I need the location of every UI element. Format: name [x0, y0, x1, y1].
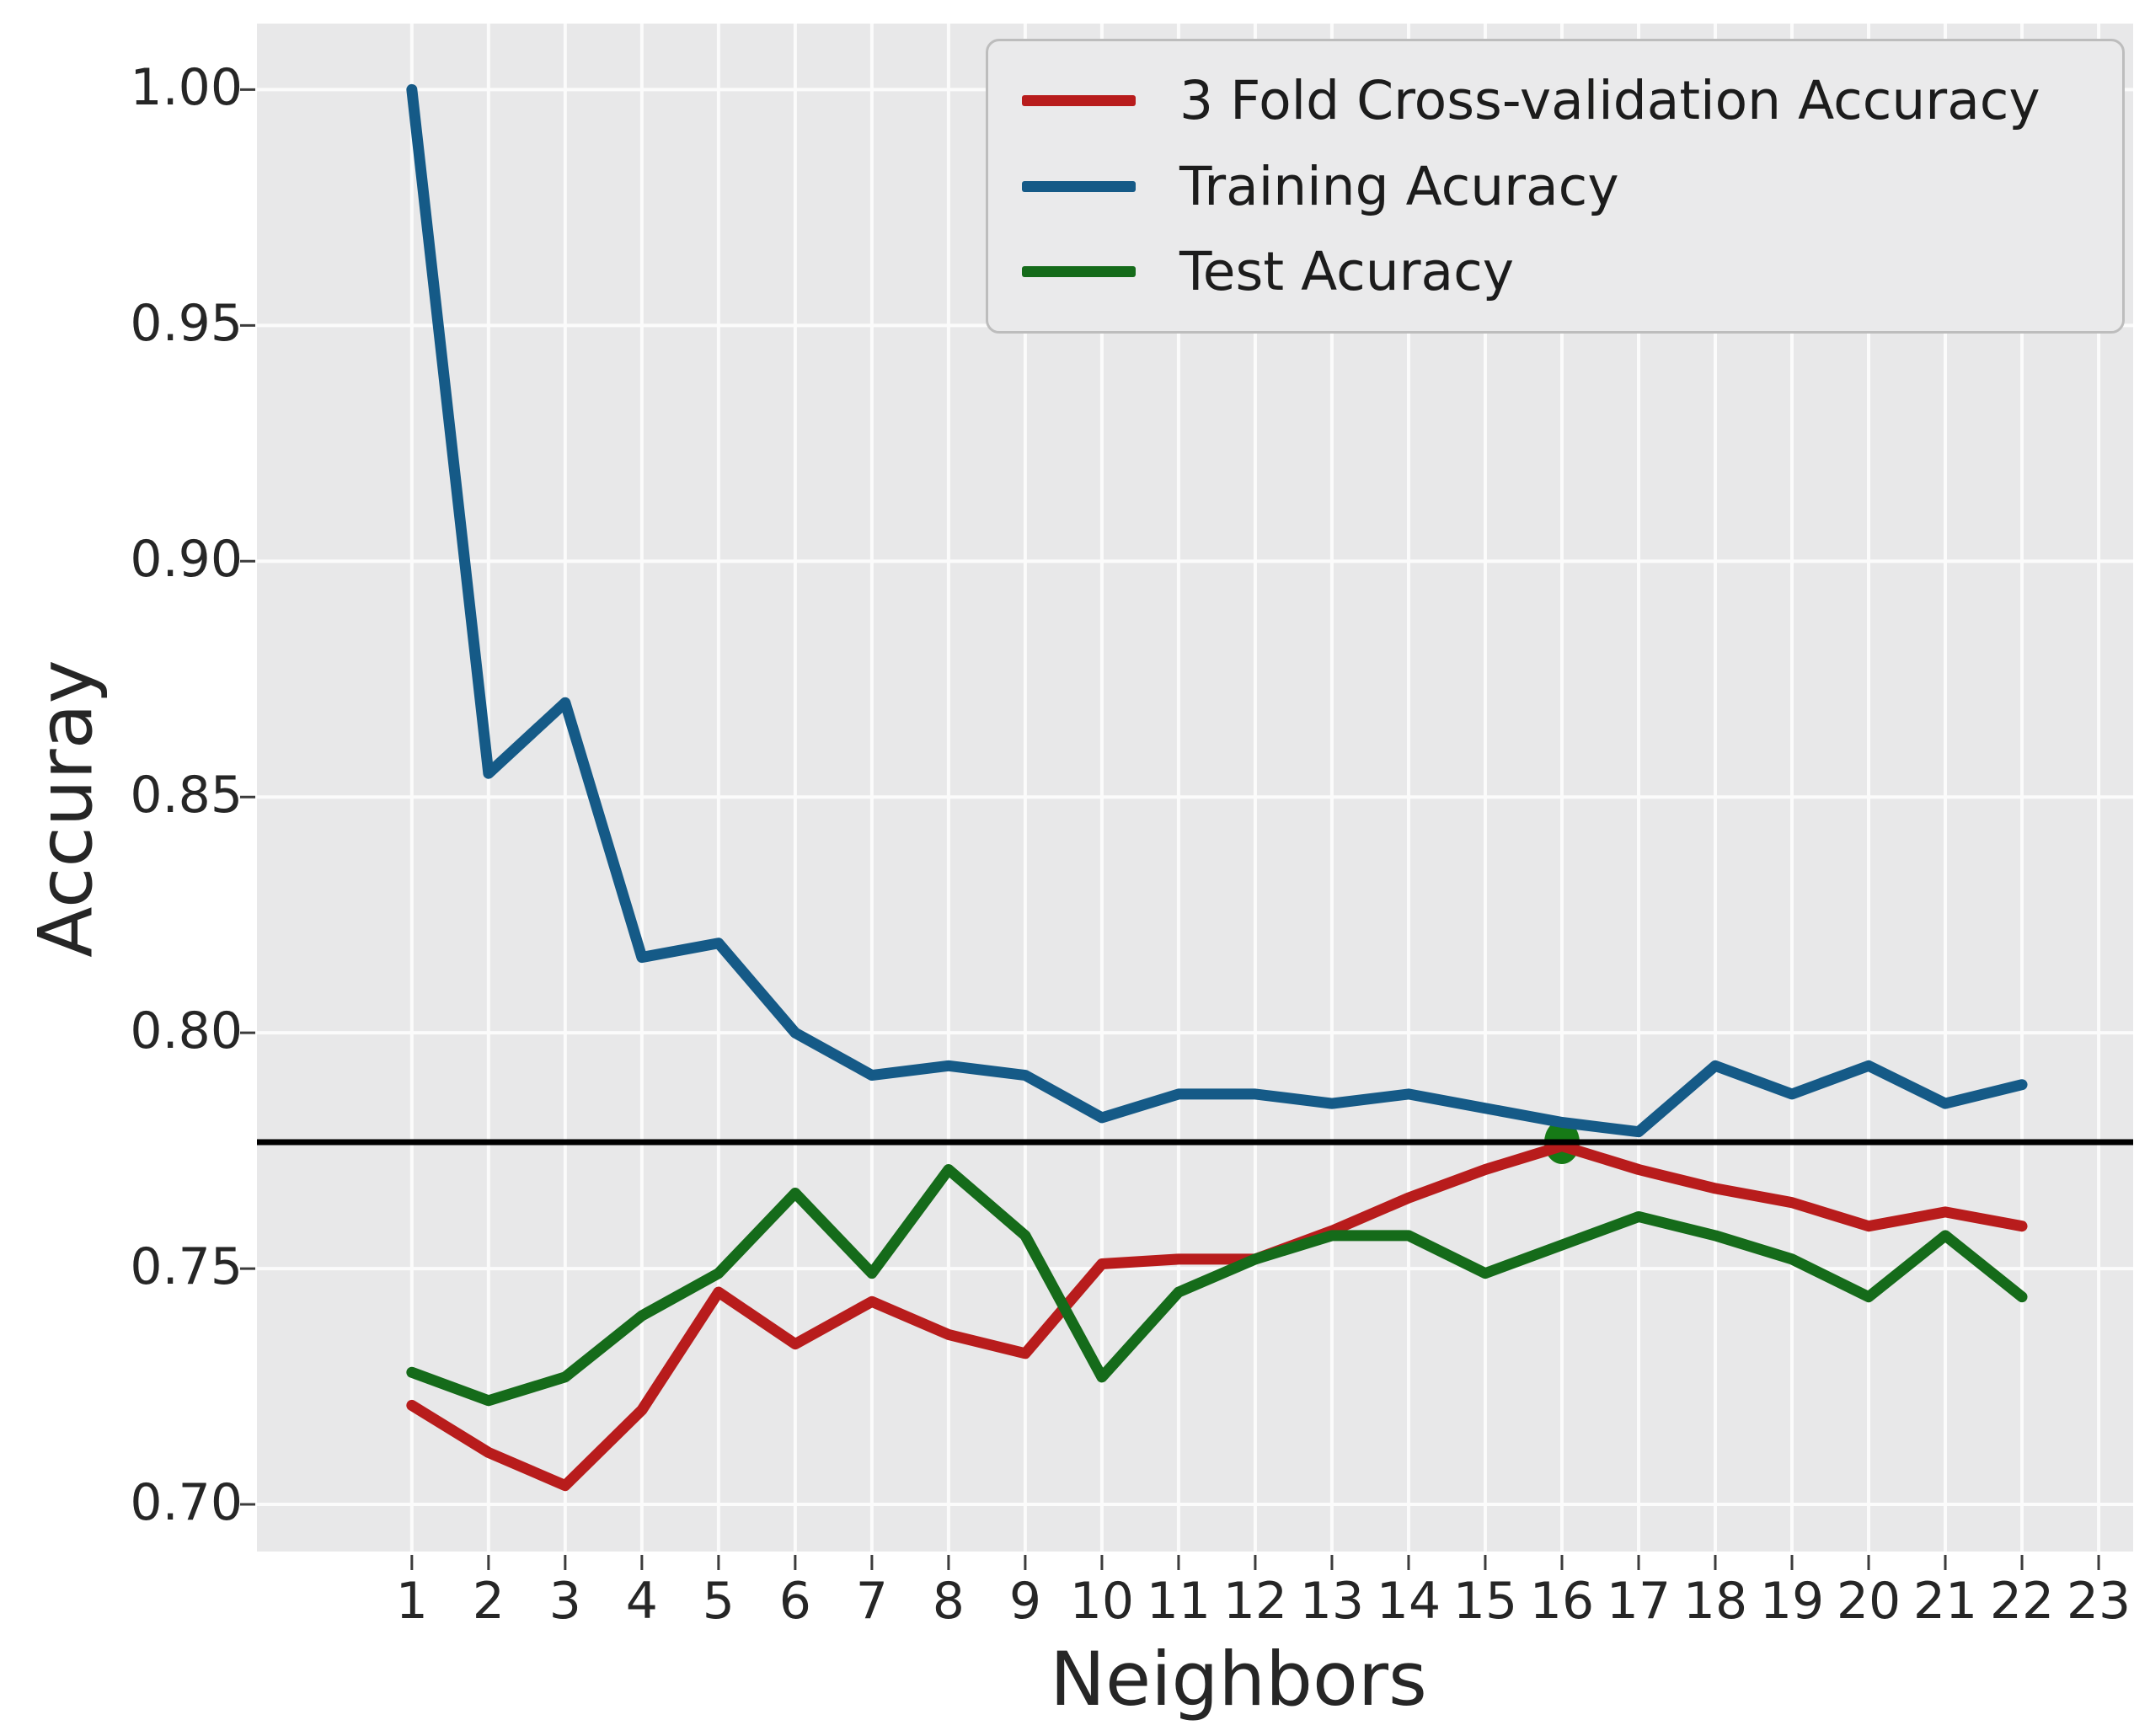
x-tick-label: 15 [1452, 1572, 1518, 1631]
legend-swatch [1022, 265, 1136, 277]
y-tick-label: 0.80 [130, 1002, 243, 1061]
legend-label: Training Acuracy [1179, 155, 1619, 217]
x-tick-label: 12 [1222, 1572, 1288, 1631]
x-axis-title: Neighbors [1050, 1636, 1427, 1723]
legend-swatch [1022, 180, 1136, 192]
legend-label: Test Acuracy [1179, 240, 1515, 302]
y-tick-label: 0.95 [130, 294, 243, 354]
y-tick-label: 0.70 [130, 1473, 243, 1532]
x-tick-label: 21 [1912, 1572, 1978, 1631]
x-tick-label: 2 [472, 1572, 505, 1631]
x-tick-label: 5 [702, 1572, 735, 1631]
x-tick-label: 9 [1008, 1572, 1041, 1631]
x-tick-label: 17 [1606, 1572, 1671, 1631]
x-tick-label: 1 [395, 1572, 428, 1631]
y-tick-label: 0.85 [130, 766, 243, 825]
legend: 3 Fold Cross-validation Accuracy Training… [986, 39, 2125, 334]
x-tick-label: 16 [1529, 1572, 1595, 1631]
test-accuracy-line [406, 1164, 2028, 1407]
x-tick-label: 10 [1069, 1572, 1135, 1631]
training-accuracy-line [406, 83, 2028, 1138]
x-tick-label: 14 [1376, 1572, 1441, 1631]
y-tick-label: 0.75 [130, 1237, 243, 1297]
legend-label: 3 Fold Cross-validation Accuracy [1179, 70, 2040, 132]
y-axis-title: Accuray [22, 660, 110, 958]
x-tick-label: 3 [548, 1572, 581, 1631]
x-tick-label: 13 [1299, 1572, 1365, 1631]
x-tick-label: 11 [1146, 1572, 1211, 1631]
legend-item: Training Acuracy [988, 156, 2122, 217]
x-tick-label: 6 [778, 1572, 811, 1631]
x-tick-label: 20 [1836, 1572, 1901, 1631]
tick-marks [240, 88, 2100, 1570]
x-tick-label: 7 [855, 1572, 888, 1631]
y-tick-label: 1.00 [130, 58, 243, 118]
x-tick-label: 22 [1989, 1572, 2055, 1631]
x-tick-label: 23 [2066, 1572, 2131, 1631]
legend-item: Test Acuracy [988, 241, 2122, 302]
cv-accuracy-line [406, 1140, 2028, 1492]
legend-swatch [1022, 95, 1136, 107]
x-tick-label: 4 [625, 1572, 658, 1631]
x-tick-label: 18 [1682, 1572, 1748, 1631]
x-tick-label: 8 [932, 1572, 965, 1631]
y-tick-label: 0.90 [130, 530, 243, 590]
legend-item: 3 Fold Cross-validation Accuracy [988, 70, 2122, 131]
x-tick-label: 19 [1759, 1572, 1825, 1631]
